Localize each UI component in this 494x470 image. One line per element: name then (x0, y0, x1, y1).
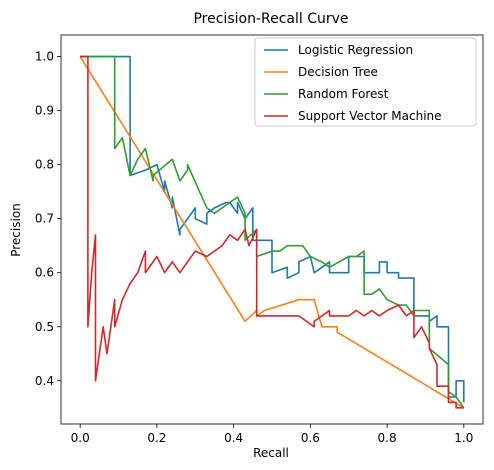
x-tick-label: 0.2 (147, 431, 166, 445)
series-line-3 (80, 55, 464, 409)
legend-label-1: Decision Tree (298, 65, 378, 79)
series-line-2 (80, 55, 465, 409)
legend-label-0: Logistic Regression (298, 43, 413, 57)
y-tick-label: 0.7 (35, 212, 54, 226)
x-axis: 0.0 0.2 0.4 0.6 0.8 1.0 (71, 424, 473, 445)
legend: Logistic Regression Decision Tree Random F… (254, 37, 477, 127)
x-axis-title: Recall (253, 446, 289, 460)
y-tick-label: 0.9 (35, 104, 54, 118)
legend-frame (254, 37, 477, 127)
y-tick-label: 0.8 (35, 158, 54, 172)
x-tick-label: 1.0 (454, 431, 473, 445)
y-axis: 0.4 0.5 0.6 0.7 0.8 0.9 1.0 (35, 50, 61, 388)
legend-label-2: Random Forest (298, 87, 389, 101)
y-axis-title: Precision (9, 203, 23, 257)
x-tick-label: 0.4 (224, 431, 243, 445)
y-tick-label: 0.5 (35, 320, 54, 334)
x-tick-label: 0.0 (71, 431, 90, 445)
y-tick-label: 1.0 (35, 50, 54, 64)
y-tick-label: 0.6 (35, 266, 54, 280)
axes-frame (60, 34, 484, 425)
x-tick-label: 0.6 (301, 431, 320, 445)
y-tick-label: 0.4 (35, 374, 54, 388)
x-tick-label: 0.8 (378, 431, 397, 445)
series-line-0 (80, 55, 465, 403)
series-line-1 (79, 56, 465, 409)
chart-title: Precision-Recall Curve (193, 11, 348, 27)
legend-label-3: Support Vector Machine (298, 109, 442, 123)
